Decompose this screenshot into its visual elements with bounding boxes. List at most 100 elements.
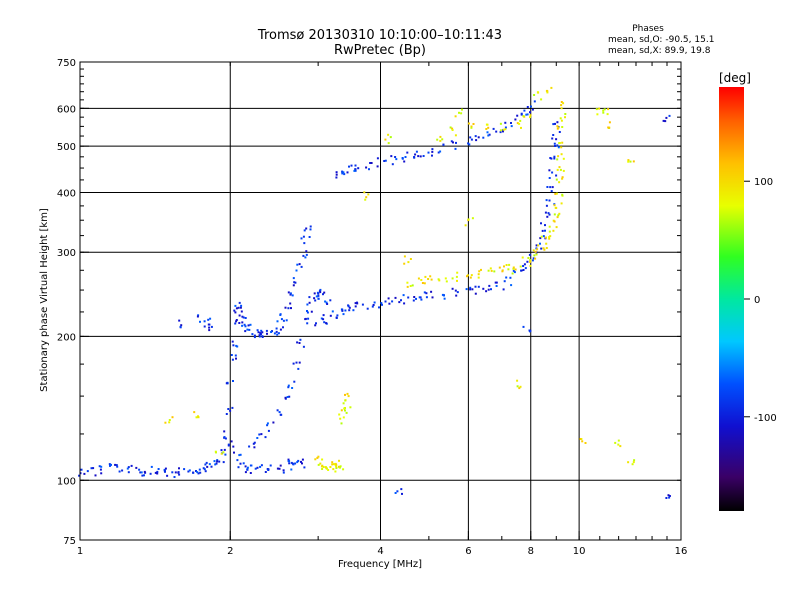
x-mode-echo-point	[552, 229, 555, 232]
o-mode-echo-point	[348, 309, 351, 312]
o-mode-echo-point	[401, 492, 403, 495]
x-mode-echo-point	[342, 468, 345, 471]
x-mode-echo-point	[406, 281, 409, 284]
x-mode-echo-point	[331, 463, 334, 466]
o-mode-echo-point	[325, 301, 328, 304]
o-mode-echo-point	[354, 169, 357, 172]
x-mode-echo-point	[456, 279, 458, 282]
o-mode-echo-point	[207, 318, 210, 321]
x-mode-echo-point	[553, 213, 556, 216]
o-mode-echo-point	[218, 460, 221, 463]
o-mode-echo-point	[86, 470, 89, 473]
o-mode-echo-point	[368, 168, 370, 171]
o-mode-echo-point	[319, 288, 322, 291]
o-mode-echo-point	[553, 142, 556, 145]
x-mode-echo-point	[344, 399, 347, 402]
o-mode-echo-point	[545, 204, 548, 207]
x-tick-label: 2	[227, 546, 233, 557]
x-mode-echo-point	[346, 392, 349, 395]
x-mode-echo-point	[608, 121, 611, 124]
x-mode-echo-point	[595, 108, 598, 111]
o-mode-echo-point	[267, 469, 270, 471]
o-mode-echo-point	[394, 296, 397, 299]
o-mode-echo-point	[227, 443, 230, 446]
o-mode-echo-point	[314, 299, 317, 302]
o-mode-echo-point	[554, 145, 556, 147]
x-mode-echo-point	[464, 224, 467, 227]
o-mode-echo-point	[298, 263, 301, 266]
o-mode-echo-point	[208, 463, 211, 466]
x-mode-echo-point	[365, 196, 368, 199]
x-mode-echo-point	[331, 461, 334, 464]
o-mode-echo-point	[277, 332, 280, 335]
x-mode-echo-point	[334, 463, 336, 466]
o-mode-echo-point	[354, 164, 357, 167]
o-mode-echo-point	[546, 186, 549, 188]
o-mode-echo-point	[406, 151, 409, 154]
o-mode-echo-point	[341, 309, 344, 312]
o-mode-echo-point	[512, 269, 515, 272]
o-mode-echo-point	[528, 253, 531, 256]
x-mode-echo-point	[451, 277, 454, 280]
y-tick-label: 75	[63, 536, 76, 547]
x-mode-echo-point	[480, 268, 482, 271]
x-axis-label: Frequency [MHz]	[338, 559, 422, 570]
x-mode-echo-point	[319, 462, 322, 465]
x-mode-echo-point	[325, 467, 328, 470]
x-tick-label: 6	[465, 546, 471, 557]
o-mode-echo-point	[486, 131, 489, 134]
o-mode-echo-point	[309, 228, 312, 231]
o-mode-echo-point	[326, 303, 329, 305]
o-mode-echo-point	[203, 325, 206, 328]
o-mode-echo-point	[206, 465, 209, 468]
y-tick-label: 750	[57, 58, 76, 69]
x-mode-echo-point	[314, 458, 317, 461]
o-mode-echo-point	[98, 465, 101, 468]
o-mode-echo-point	[668, 114, 671, 117]
o-mode-echo-point	[244, 325, 247, 328]
x-mode-echo-point	[430, 278, 433, 281]
phase-stats-title: Phases	[632, 24, 664, 34]
o-mode-echo-point	[243, 323, 246, 326]
o-mode-echo-point	[335, 173, 338, 176]
o-mode-echo-point	[414, 153, 417, 156]
o-mode-echo-point	[371, 305, 374, 308]
o-mode-echo-point	[248, 445, 251, 448]
x-mode-echo-point	[560, 101, 563, 103]
o-mode-echo-point	[553, 155, 556, 158]
o-mode-echo-point	[256, 466, 259, 469]
x-mode-echo-point	[556, 216, 559, 219]
x-mode-echo-point	[502, 128, 505, 131]
o-mode-echo-point	[246, 468, 249, 471]
o-mode-echo-point	[306, 310, 308, 312]
x-mode-echo-point	[470, 125, 473, 128]
x-mode-echo-point	[454, 115, 457, 118]
o-mode-echo-point	[278, 467, 281, 470]
x-mode-echo-point	[562, 102, 565, 105]
x-mode-echo-point	[222, 451, 225, 454]
o-mode-echo-point	[173, 476, 176, 478]
x-tick-label: 4	[377, 546, 383, 557]
o-mode-echo-point	[204, 463, 207, 466]
o-mode-echo-point	[238, 301, 241, 304]
x-mode-echo-point	[556, 127, 559, 130]
o-mode-echo-point	[303, 242, 306, 245]
o-mode-echo-point	[202, 467, 205, 470]
x-mode-echo-point	[559, 168, 562, 171]
o-mode-echo-point	[525, 113, 528, 116]
x-mode-echo-point	[516, 385, 519, 388]
o-mode-echo-point	[531, 259, 534, 262]
o-mode-echo-point	[394, 156, 397, 158]
o-mode-echo-point	[361, 303, 364, 306]
o-mode-echo-point	[427, 151, 430, 154]
x-mode-echo-point	[548, 236, 551, 239]
y-tick-label: 300	[57, 248, 76, 259]
o-mode-echo-point	[154, 471, 157, 474]
o-mode-echo-point	[455, 294, 458, 297]
x-mode-echo-point	[407, 261, 410, 264]
o-mode-echo-point	[253, 336, 256, 339]
o-mode-echo-point	[526, 106, 529, 108]
o-mode-echo-point	[551, 171, 554, 174]
x-mode-echo-point	[451, 127, 454, 130]
o-mode-echo-point	[246, 328, 249, 331]
